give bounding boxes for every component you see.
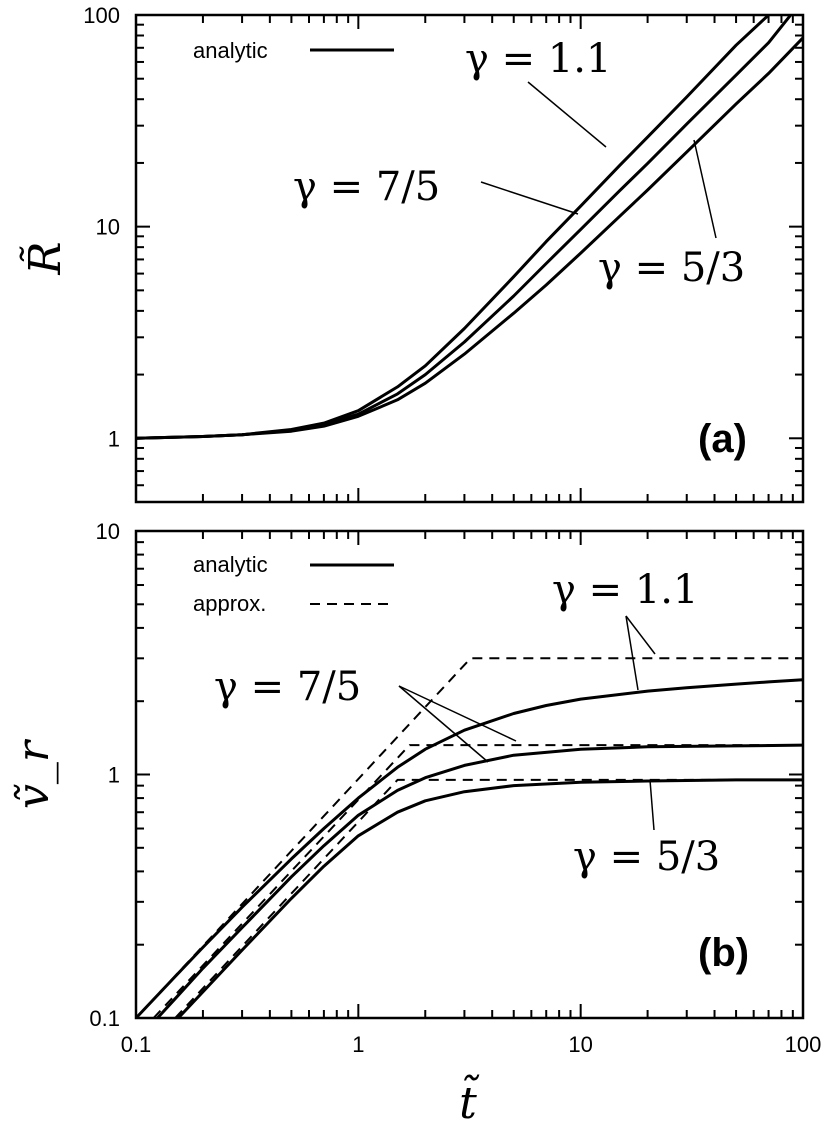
panel-a-label: (a) <box>698 417 747 461</box>
panel-b-series-solid-gamma-5-3 <box>177 778 803 1018</box>
panel-b-series-dashed-gamma-5-3 <box>174 778 803 1018</box>
panel-a-annot-gamma-7-5: γ = 7/5 <box>293 164 440 210</box>
panel-a-frame <box>134 13 805 504</box>
panel-a-annot-gamma-5-3: γ = 5/3 <box>598 245 745 291</box>
panel-a-series-solid-gamma-7-5 <box>136 15 792 440</box>
panel-b-ytick-label: 10 <box>96 519 120 544</box>
panel-b-xtick-label: 10 <box>568 1032 592 1057</box>
panel-b-annot-gamma-7-5: γ = 7/5 <box>214 664 361 710</box>
panel-a-pointer-gamma-7-5 <box>480 181 579 215</box>
panel-a-pointer-gamma-1.1 <box>527 81 607 148</box>
panel-b-annot-gamma-1.1: γ = 1.1 <box>552 567 698 613</box>
panel-b-pointer-gamma-1.1-dashed <box>625 615 656 655</box>
panel-a-ytick-label: 100 <box>83 3 120 28</box>
panel-b-xtick-label: 1 <box>352 1032 364 1057</box>
panel-b-ticks <box>135 530 804 1019</box>
panel-b-pointer-gamma-5-3 <box>649 779 655 831</box>
panel-b-ytick-labels: 0.1 1 10 <box>89 519 120 1031</box>
panel-b-ytick-label: 1 <box>108 763 120 788</box>
panel-b-series-solid-gamma-1.1 <box>136 678 803 1018</box>
panel-a-ylabel: R̃ <box>18 241 71 275</box>
panel-b-xtick-label: 100 <box>785 1032 822 1057</box>
panel-b-series-solid-gamma-7-5 <box>156 743 803 1018</box>
panel-b-legend-label-analytic: analytic <box>193 552 268 577</box>
panel-a-series-solid-gamma-5-3 <box>136 36 803 440</box>
panel-b-series <box>136 657 803 1018</box>
panel-a-legend-label-analytic: analytic <box>193 38 268 63</box>
panel-a-annot-gamma-1.1: γ = 1.1 <box>465 36 611 82</box>
panel-b-legend-label-approx: approx. <box>193 591 266 616</box>
panel-b-annot-gamma-5-3: γ = 5/3 <box>573 834 720 880</box>
panel-a: 1 10 100 R̃ analytic γ = 1.1 γ = 7/5 γ = 5… <box>18 3 805 504</box>
panel-b-xtick-label: 0.1 <box>121 1032 152 1057</box>
panel-b-xtick-labels: 0.1 1 10 100 <box>121 1032 822 1057</box>
panel-a-ytick-label: 10 <box>96 215 120 240</box>
panel-a-ytick-label: 1 <box>108 426 120 451</box>
panel-a-pointer-gamma-5-3 <box>693 139 717 239</box>
panel-b-frame <box>134 529 805 1020</box>
panel-b-pointer-gamma-1.1-solid <box>625 615 639 691</box>
x-axis-label: t̃ <box>459 1073 479 1129</box>
panel-a-ytick-labels: 1 10 100 <box>83 3 120 451</box>
panel-b-pointer-gamma-7-5-solid <box>398 685 489 763</box>
panel-b-ylabel: ṽ_r <box>8 738 59 809</box>
panel-b-pointer-gamma-7-5-dashed <box>398 685 517 742</box>
panel-b: 0.1 1 10 0.1 1 10 100 ṽ_r analytic approx. γ … <box>8 519 821 1057</box>
panel-b-label: (b) <box>698 931 749 975</box>
panel-a-series-solid-gamma-1.1 <box>136 15 770 440</box>
panel-b-series-dashed-gamma-7-5 <box>152 744 803 1018</box>
panel-b-ytick-label: 0.1 <box>89 1006 120 1031</box>
